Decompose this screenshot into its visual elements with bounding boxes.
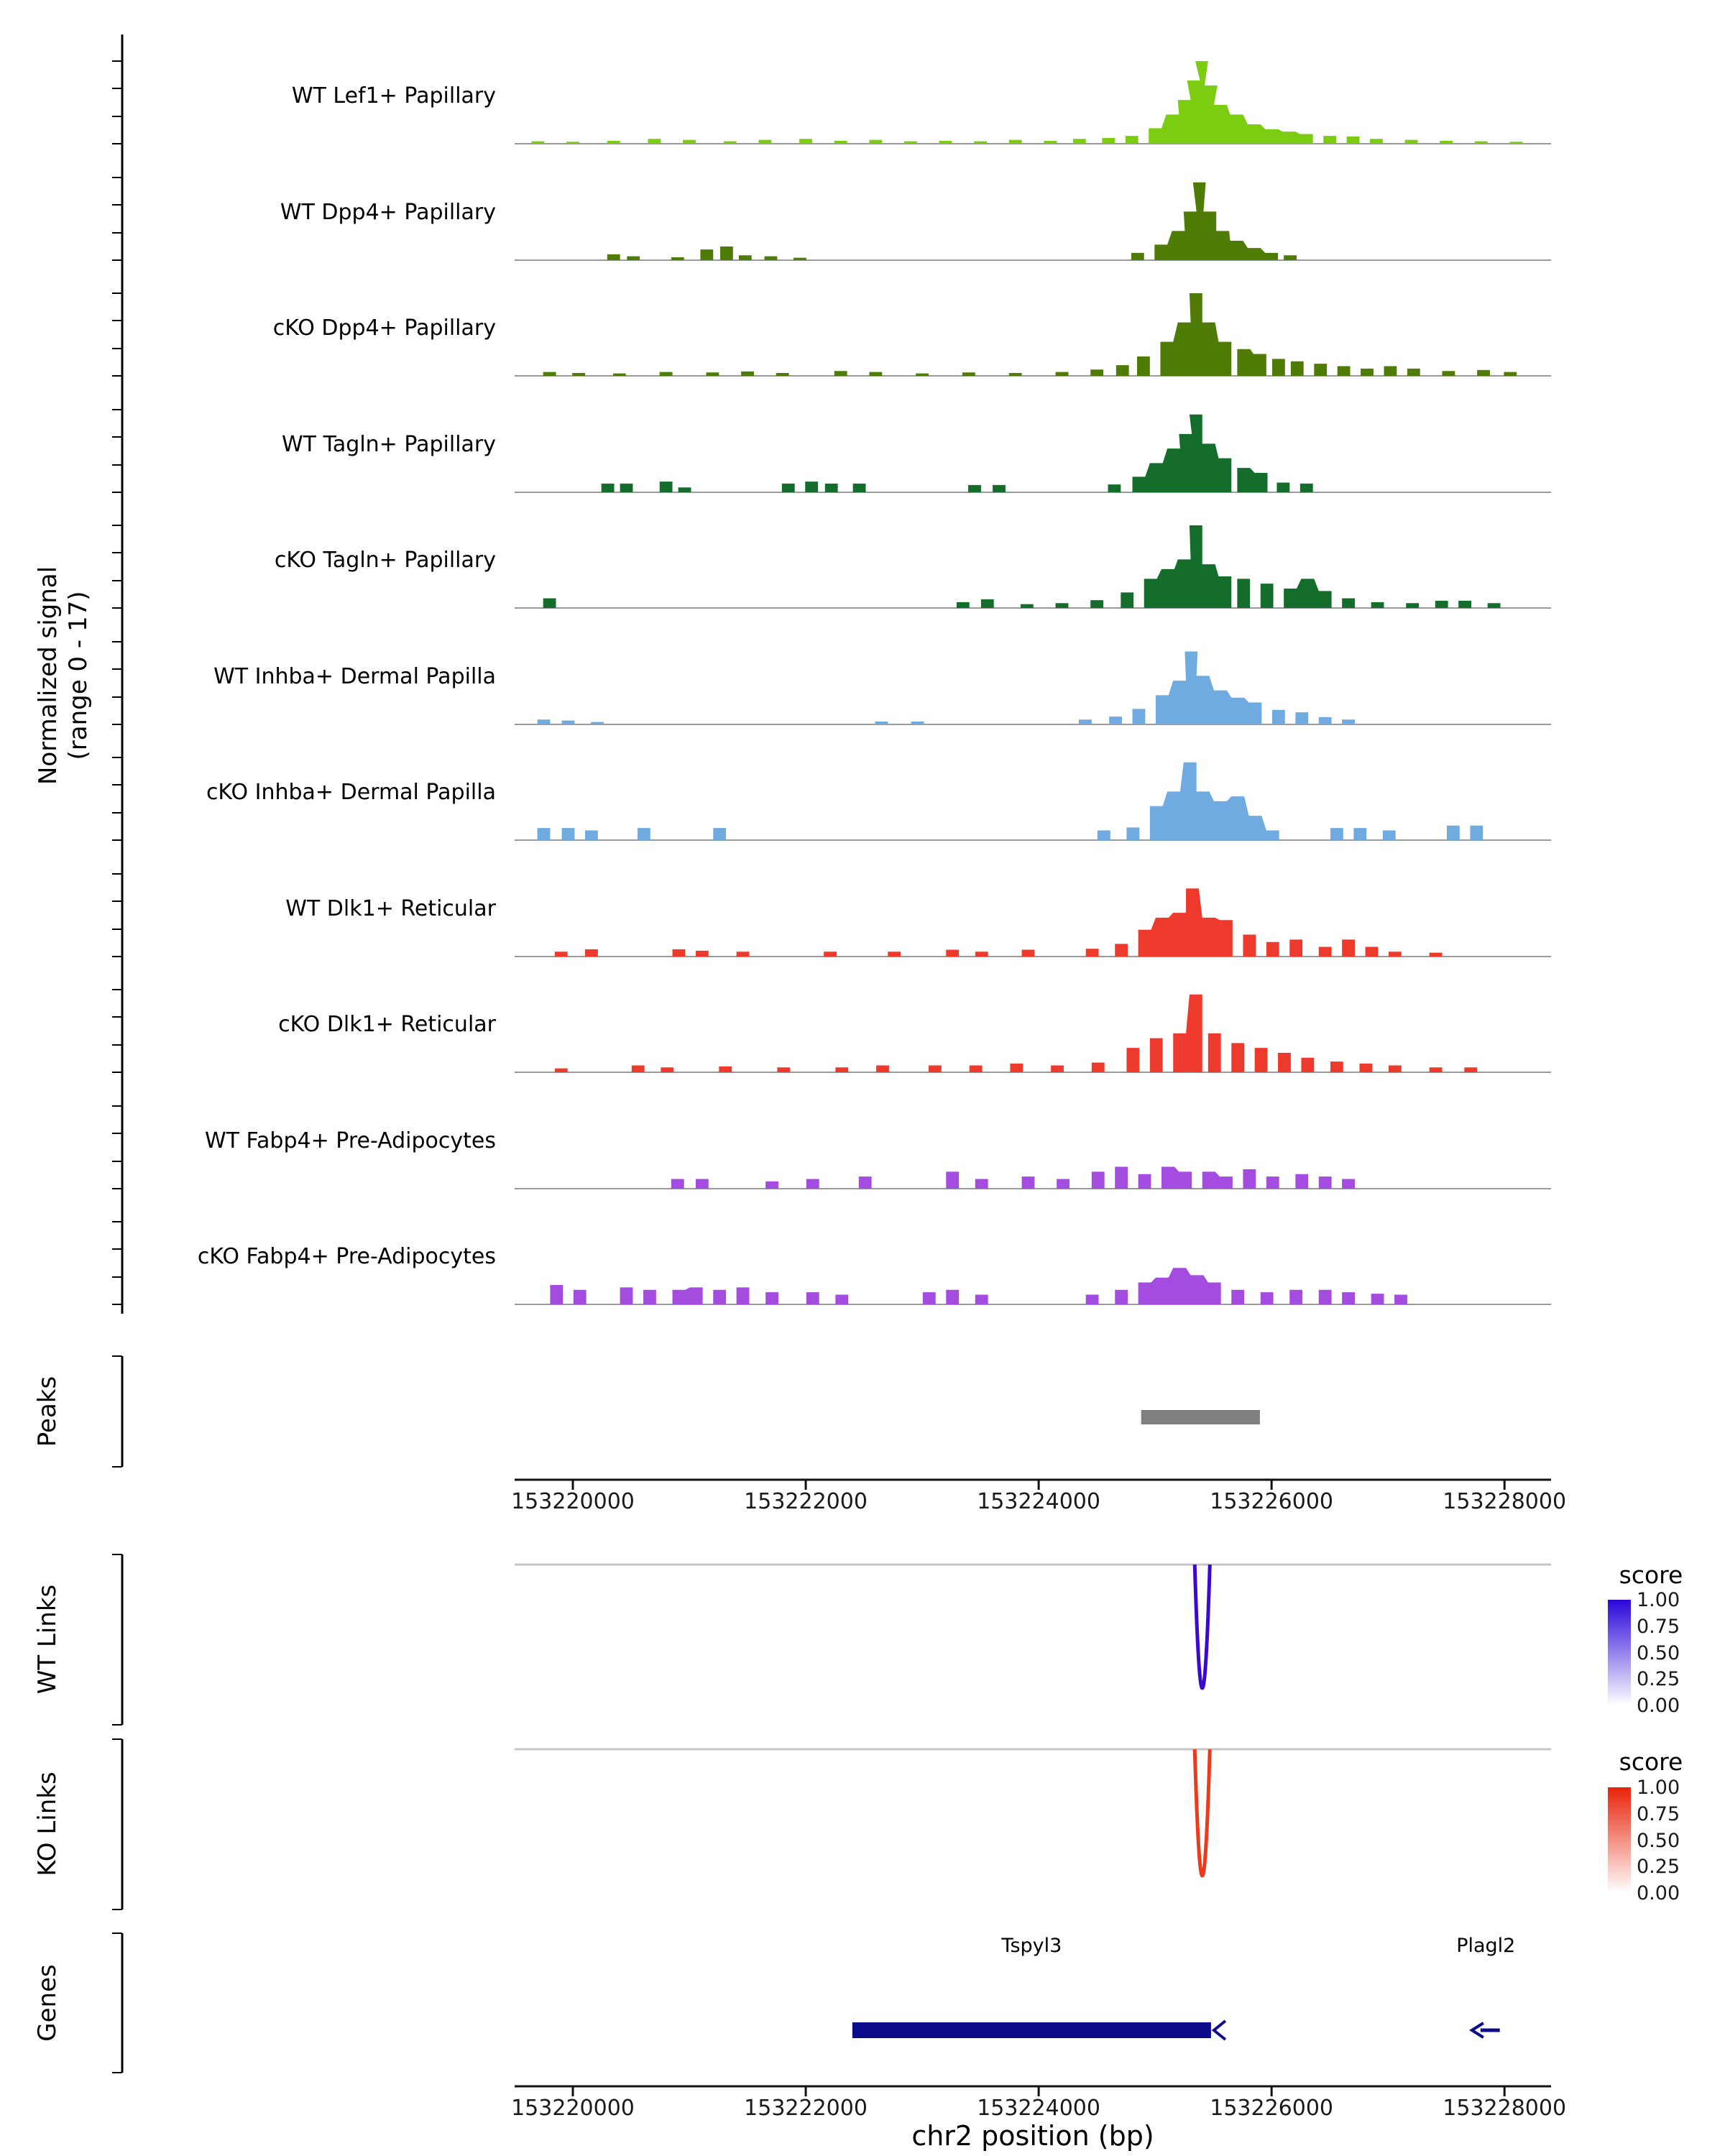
wt-score-legend-tick-label: 1.00 [1637,1589,1680,1611]
ko-score-legend-title: score [1619,1748,1683,1776]
x-axis-title: chr2 position (bp) [911,2120,1154,2152]
wt-score-legend-tick-label: 0.50 [1637,1641,1680,1664]
gene-body-tspyl3 [852,2022,1211,2038]
ko-links-section-label: KO Links [33,1772,62,1876]
track-label-2: WT Dpp4+ Papillary [280,200,496,225]
ko-score-legend-gradient-bar [1608,1787,1631,1893]
peaks-section-label: Peaks [33,1376,62,1447]
track-label-9: cKO Dlk1+ Reticular [278,1012,496,1037]
gene-label-plagl2: Plagl2 [1456,1935,1516,1957]
signal-track-11 [550,1268,1407,1304]
track-label-8: WT Dlk1+ Reticular [285,896,496,921]
x-tick-label: 153226000 [1210,2096,1334,2121]
ko-score-legend-tick-label: 0.00 [1637,1882,1680,1904]
track-label-7: cKO Inhba+ Dermal Papilla [206,780,496,805]
wt-score-legend-title: score [1619,1561,1683,1589]
signal-track-8 [554,888,1443,957]
track-label-11: cKO Fabp4+ Pre-Adipocytes [197,1244,496,1269]
y-axis-label-line1: Normalized signal [34,566,63,786]
signal-track-5 [543,525,1501,608]
x-tick-label: 153224000 [977,2096,1100,2121]
wt-link-loop [1192,1564,1212,1690]
wt-score-legend-tick-label: 0.00 [1637,1695,1680,1717]
ko-score-legend-tick-label: 1.00 [1637,1777,1680,1799]
x-tick-label: 153224000 [977,1489,1100,1514]
track-label-5: cKO Tagln+ Papillary [274,548,496,573]
y-axis-label-line2: (range 0 - 17) [64,591,93,760]
x-tick-label: 153222000 [744,2096,868,2121]
peak-bar [1141,1410,1260,1424]
signal-track-2 [607,182,1297,260]
signal-track-1 [531,61,1523,144]
track-label-1: WT Lef1+ Papillary [291,83,496,109]
ko-link-loop [1192,1749,1212,1878]
ko-score-legend-tick-label: 0.75 [1637,1802,1680,1825]
x-tick-label: 153228000 [1443,1489,1567,1514]
signal-track-9 [554,994,1478,1072]
x-tick-label: 153220000 [511,1489,635,1514]
track-label-4: WT Tagln+ Papillary [282,432,496,457]
genes-section-label: Genes [33,1964,62,2042]
wt-links-section-label: WT Links [33,1584,62,1695]
x-tick-label: 153226000 [1210,1489,1334,1514]
x-tick-label: 153228000 [1443,2096,1567,2121]
track-label-6: WT Inhba+ Dermal Papilla [213,664,496,689]
wt-score-legend-tick-label: 0.25 [1637,1668,1680,1691]
wt-score-legend-gradient-bar [1608,1600,1631,1705]
gene-strand-arrow-plagl2 [1469,2022,1484,2039]
signal-track-6 [537,651,1355,724]
gene-strand-arrow-tspyl3 [1211,2019,1227,2041]
ko-score-legend-tick-label: 0.25 [1637,1856,1680,1879]
ko-score-legend-tick-label: 0.50 [1637,1829,1680,1852]
signal-track-3 [543,293,1517,376]
wt-score-legend-tick-label: 0.75 [1637,1615,1680,1638]
signal-track-7 [537,762,1484,840]
signal-track-10 [671,1166,1355,1189]
x-tick-label: 153222000 [744,1489,868,1514]
signal-track-4 [601,414,1313,492]
y-axis-label: Normalized signal (range 0 - 17) [33,532,93,819]
gene-label-tspyl3: Tspyl3 [1001,1935,1062,1957]
track-label-3: cKO Dpp4+ Papillary [272,315,496,341]
x-tick-label: 153220000 [511,2096,635,2121]
track-label-10: WT Fabp4+ Pre-Adipocytes [205,1128,496,1153]
